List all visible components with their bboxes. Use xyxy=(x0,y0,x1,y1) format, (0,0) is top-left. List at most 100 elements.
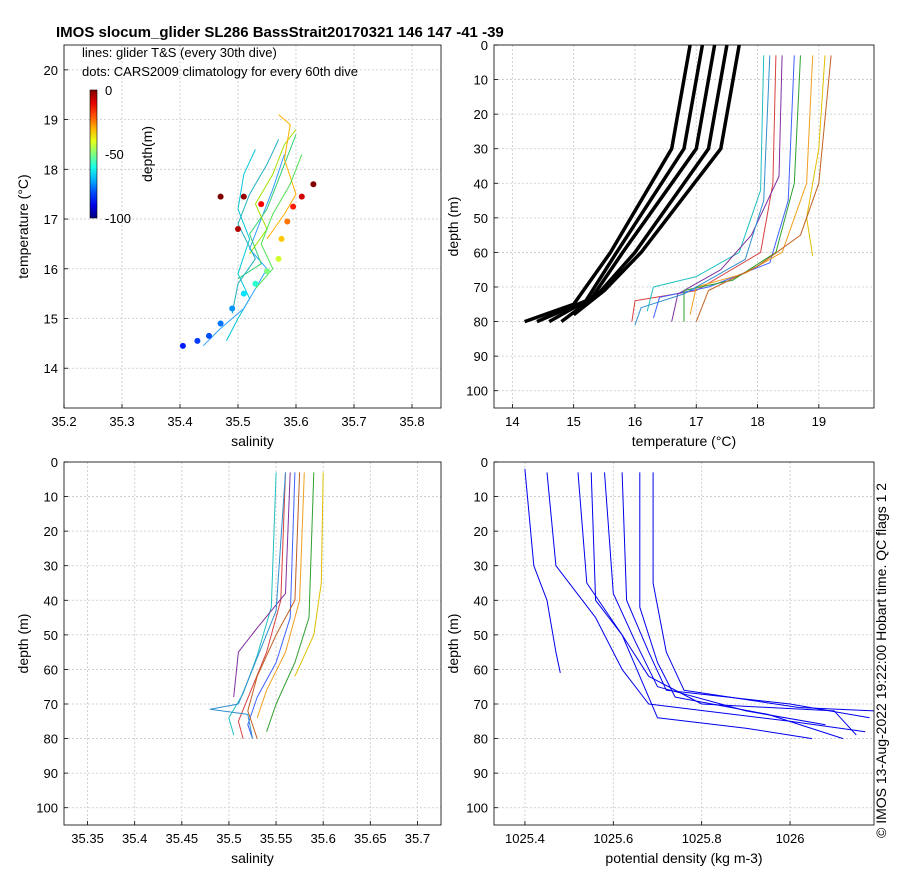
glider-density-profile xyxy=(577,472,857,736)
ts-glider-line xyxy=(255,154,303,290)
x-tick-label: 35.5 xyxy=(225,414,250,429)
climatology-dot xyxy=(217,320,224,327)
y-tick-label: 20 xyxy=(474,107,488,122)
y-tick-label: 15 xyxy=(44,311,58,326)
legend-line-2: dots: CARS2009 climatology for every 60t… xyxy=(82,64,358,79)
y-axis-label: depth (m) xyxy=(15,614,31,674)
glider-temp-profile xyxy=(806,55,826,256)
climatology-dot xyxy=(310,181,317,188)
ts-glider-line xyxy=(266,114,297,240)
x-tick-label: 35.6 xyxy=(311,831,336,846)
colorbar-tick-label: 0 xyxy=(105,83,112,98)
y-tick-label: 17 xyxy=(44,212,58,227)
y-tick-label: 80 xyxy=(474,315,488,330)
glider-temp-profile xyxy=(695,55,832,322)
y-tick-label: 60 xyxy=(44,662,58,677)
x-tick-label: 1025.4 xyxy=(505,831,545,846)
x-tick-label: 35.6 xyxy=(283,414,308,429)
x-tick-label: 16 xyxy=(628,414,642,429)
x-tick-label: 35.55 xyxy=(260,831,293,846)
x-tick-label: 14 xyxy=(505,414,519,429)
y-axis-label: depth (m) xyxy=(445,197,461,257)
climatology-profile xyxy=(548,45,717,324)
glider-salinity-profile xyxy=(237,472,286,739)
climatology-dot xyxy=(229,305,236,312)
colorbar-tick-label: -100 xyxy=(105,211,131,226)
y-tick-label: 0 xyxy=(51,455,58,470)
chart-ts: 35.2 35.3 35.4 35.5 35.6 35.7 35.8 14 15 16 17 18 19… xyxy=(15,44,442,449)
glider-salinity-profile xyxy=(256,472,305,718)
glider-salinity-profile xyxy=(228,472,277,736)
glider-temp-profile xyxy=(631,55,777,322)
climatology-dot xyxy=(194,337,201,344)
climatology-dot xyxy=(264,268,270,275)
climatology-dot xyxy=(252,280,259,287)
y-tick-label: 14 xyxy=(44,361,58,376)
legend-line-1: lines: glider T&S (every 30th dive) xyxy=(82,45,277,60)
x-tick-label: 35.45 xyxy=(166,831,199,846)
y-tick-label: 70 xyxy=(474,280,488,295)
colorbar-label: depth(m) xyxy=(139,126,155,182)
x-tick-label: 17 xyxy=(689,414,703,429)
y-tick-label: 40 xyxy=(474,176,488,191)
y-tick-label: 30 xyxy=(474,142,488,157)
y-axis-label: depth (m) xyxy=(445,614,461,674)
plot-area xyxy=(209,472,324,739)
y-tick-label: 10 xyxy=(44,490,58,505)
x-tick-label: 1025.8 xyxy=(682,831,722,846)
x-tick-label: 35.7 xyxy=(341,414,366,429)
y-tick-label: 100 xyxy=(466,384,488,399)
x-tick-label: 35.35 xyxy=(71,831,104,846)
x-tick-label: 35.2 xyxy=(51,414,76,429)
glider-salinity-profile xyxy=(266,472,315,732)
ts-glider-line xyxy=(231,139,280,314)
glider-density-profile xyxy=(639,472,844,740)
x-tick-label: 35.8 xyxy=(399,414,424,429)
axes-frame xyxy=(493,44,875,409)
y-tick-label: 90 xyxy=(474,766,488,781)
glider-salinity-profile xyxy=(247,472,296,739)
glider-temp-profile xyxy=(652,55,795,319)
climatology-dot xyxy=(240,290,247,297)
chart-sal_depth: 35.35 35.4 35.45 35.5 35.55 35.6 35.65 35.7 0 10 2… xyxy=(15,455,442,866)
x-axis-label: salinity xyxy=(231,433,274,449)
x-tick-label: 35.7 xyxy=(405,831,430,846)
glider-temp-profile xyxy=(671,55,783,322)
climatology-dot xyxy=(258,201,265,208)
y-tick-label: 70 xyxy=(44,697,58,712)
y-tick-label: 20 xyxy=(44,524,58,539)
y-tick-label: 50 xyxy=(44,628,58,643)
y-tick-label: 16 xyxy=(44,262,58,277)
x-axis-label: potential density (kg m-3) xyxy=(605,850,762,866)
x-axis-label: temperature (°C) xyxy=(632,433,736,449)
glider-temp-profile xyxy=(646,55,765,312)
climatology-dot xyxy=(235,225,241,232)
plot-area xyxy=(524,45,832,326)
glider-temp-profile xyxy=(689,55,814,315)
y-tick-label: 40 xyxy=(474,593,488,608)
copyright-note: © IMOS 13-Aug-2022 19:22:00 Hobart time.… xyxy=(873,483,889,838)
y-tick-label: 90 xyxy=(474,349,488,364)
glider-salinity-profile xyxy=(233,472,291,698)
y-tick-label: 20 xyxy=(44,63,58,78)
y-tick-label: 19 xyxy=(44,113,58,128)
climatology-dot xyxy=(278,235,285,242)
glider-temp-profile xyxy=(683,55,801,322)
y-tick-label: 70 xyxy=(474,697,488,712)
glider-density-profile xyxy=(621,472,870,719)
y-tick-label: 10 xyxy=(474,490,488,505)
y-tick-label: 0 xyxy=(481,38,488,53)
climatology-profile xyxy=(536,45,705,324)
climatology-profile xyxy=(572,45,741,317)
y-tick-label: 0 xyxy=(481,455,488,470)
chart-temp_depth: 14 15 16 17 18 19 0 10 20 30 40 50 60 70 80 90 100 temper… xyxy=(445,38,875,449)
x-tick-label: 1026 xyxy=(776,831,805,846)
y-tick-label: 90 xyxy=(44,766,58,781)
x-tick-label: 35.4 xyxy=(167,414,192,429)
x-tick-label: 1025.6 xyxy=(593,831,633,846)
climatology-dot xyxy=(179,342,186,349)
y-tick-label: 50 xyxy=(474,628,488,643)
glider-density-profile xyxy=(604,472,826,726)
chart-dens_depth: 1025.4 1025.6 1025.8 1026 0 10 20 30 40 50 60 70 80 9… xyxy=(445,455,875,866)
